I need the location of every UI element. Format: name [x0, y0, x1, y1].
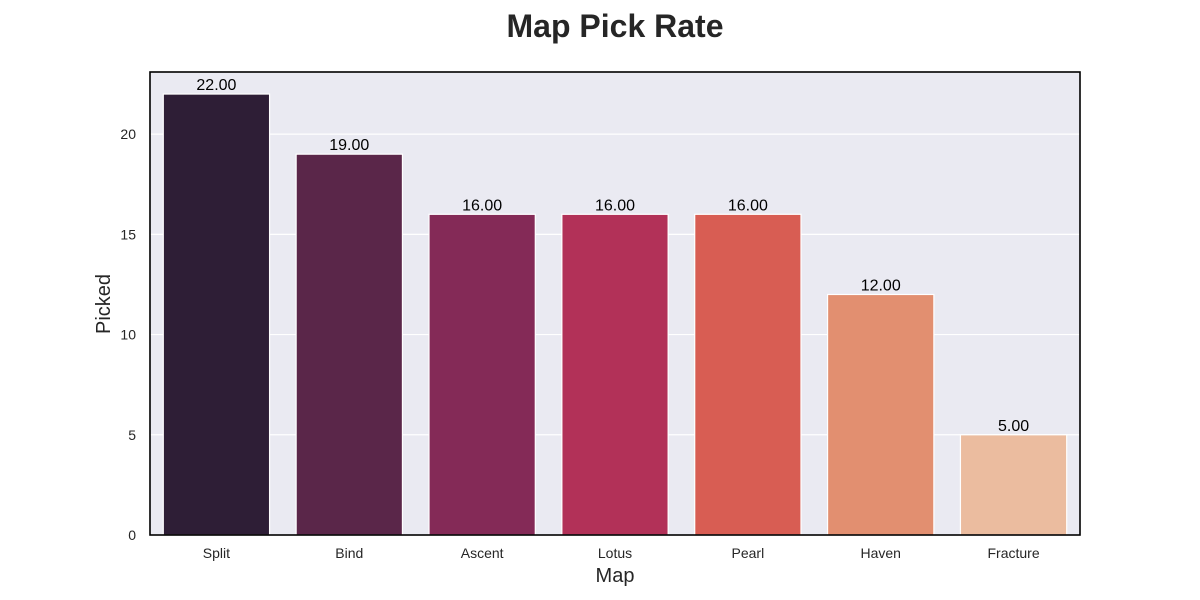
data-label: 12.00 — [861, 277, 901, 294]
x-axis-ticks: Split Bind Ascent Lotus Pearl Haven Fracture — [203, 545, 1040, 561]
y-tick-label: 20 — [120, 126, 136, 142]
bar-haven — [826, 293, 935, 536]
bar-ascent — [428, 213, 536, 536]
x-tick-label: Lotus — [598, 545, 632, 561]
data-label: 5.00 — [998, 418, 1029, 435]
data-label: 16.00 — [462, 197, 502, 214]
bars — [162, 93, 1068, 536]
bar-pearl — [694, 213, 802, 536]
x-tick-label: Fracture — [988, 545, 1040, 561]
bar-lotus — [561, 213, 669, 536]
bar-split — [162, 93, 271, 536]
y-tick-label: 0 — [128, 527, 136, 543]
data-labels: 22.00 19.00 16.00 16.00 16.00 12.00 5.00 — [196, 77, 1029, 435]
y-axis-ticks: 0 5 10 15 20 — [120, 126, 136, 543]
y-axis-label: Picked — [93, 274, 115, 334]
y-tick-label: 5 — [128, 427, 136, 443]
data-label: 16.00 — [728, 197, 768, 214]
y-tick-label: 10 — [120, 327, 136, 343]
x-tick-label: Bind — [335, 545, 363, 561]
bar-fracture — [959, 434, 1068, 536]
plot-frame — [149, 71, 1081, 536]
data-label: 19.00 — [329, 137, 369, 154]
data-label: 22.00 — [196, 77, 236, 94]
x-tick-label: Haven — [860, 545, 900, 561]
x-tick-label: Split — [203, 545, 230, 561]
data-label: 16.00 — [595, 197, 635, 214]
x-axis-label: Map — [596, 565, 635, 587]
bar-bind — [295, 153, 404, 536]
y-tick-label: 15 — [120, 226, 136, 242]
x-tick-label: Ascent — [461, 545, 504, 561]
chart-title: Map Pick Rate — [507, 8, 724, 44]
x-tick-label: Pearl — [732, 545, 765, 561]
